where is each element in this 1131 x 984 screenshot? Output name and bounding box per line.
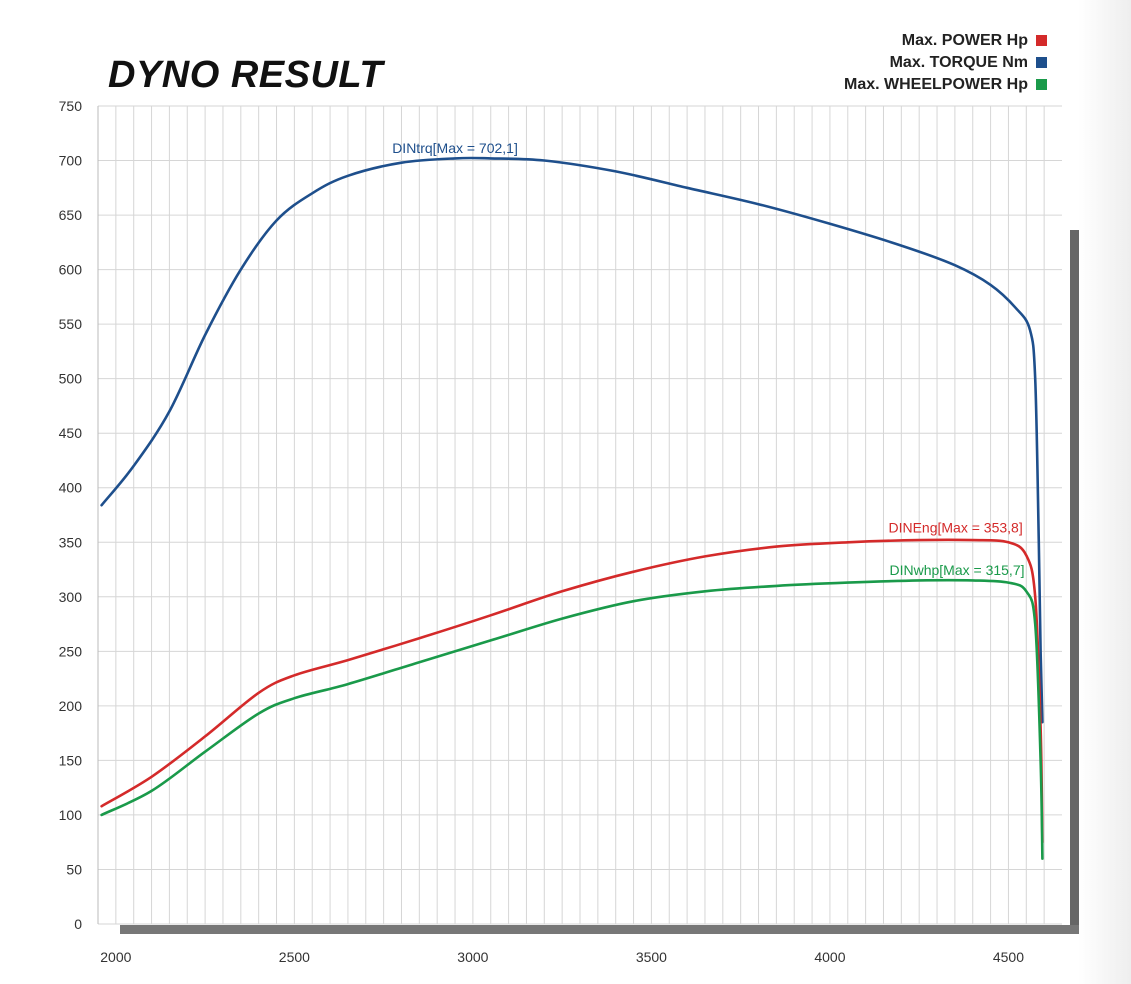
y-axis-ticks: 0 50 100 150 200 250 300 350 400 450 500 550 600 650 7…: [59, 98, 83, 932]
right-edge-shade: [1078, 0, 1131, 984]
annotation-wheelpower: DINwhp[Max = 315,7]: [889, 562, 1024, 578]
y-tick-label: 650: [59, 207, 83, 223]
legend: Max. POWER Hp Max. TORQUE Nm Max. WHEELP…: [844, 30, 1047, 96]
frame-bar-right: [1070, 230, 1079, 932]
x-tick-label: 2000: [100, 949, 131, 965]
y-tick-label: 100: [59, 807, 83, 823]
legend-item-power: Max. POWER Hp: [844, 30, 1047, 52]
legend-item-wheelpower: Max. WHEELPOWER Hp: [844, 74, 1047, 96]
legend-label-power: Max. POWER Hp: [901, 32, 1028, 49]
x-tick-label: 3000: [457, 949, 488, 965]
y-tick-label: 500: [59, 371, 83, 387]
y-tick-label: 0: [74, 916, 82, 932]
y-tick-label: 300: [59, 589, 83, 605]
x-tick-label: 4000: [814, 949, 845, 965]
annotation-torque: DINtrq[Max = 702,1]: [392, 140, 518, 156]
frame-bar-bottom: [120, 925, 1079, 934]
series-line-power: [100, 538, 1044, 844]
annotations: DINtrq[Max = 702,1] DINEng[Max = 353,8] DI…: [392, 140, 1024, 578]
x-tick-label: 4500: [993, 949, 1024, 965]
legend-swatch-power: [1036, 35, 1047, 46]
y-tick-label: 150: [59, 752, 83, 768]
x-tick-label: 3500: [636, 949, 667, 965]
y-tick-label: 250: [59, 643, 83, 659]
y-tick-label: 200: [59, 698, 83, 714]
x-axis-ticks: 2000 2500 3000 3500 4000 4500: [100, 949, 1024, 965]
legend-swatch-torque: [1036, 57, 1047, 68]
series-line-torque: [100, 156, 1044, 724]
y-tick-label: 550: [59, 316, 83, 332]
chart-title: DYNO RESULT: [108, 54, 384, 96]
axis-frame: [97, 106, 1079, 934]
x-tick-label: 2500: [279, 949, 310, 965]
legend-swatch-wheelpower: [1036, 79, 1047, 90]
y-tick-label: 750: [59, 98, 83, 114]
legend-label-wheelpower: Max. WHEELPOWER Hp: [843, 76, 1028, 93]
series-lines: [100, 156, 1044, 860]
legend-label-torque: Max. TORQUE Nm: [889, 54, 1028, 71]
y-tick-label: 350: [59, 534, 83, 550]
y-tick-label: 50: [66, 861, 82, 877]
y-tick-label: 700: [59, 153, 83, 169]
series-line-wheelpower: [100, 578, 1044, 860]
grid: [98, 105, 1062, 925]
y-tick-label: 600: [59, 262, 83, 278]
legend-item-torque: Max. TORQUE Nm: [844, 52, 1047, 74]
y-tick-label: 450: [59, 425, 83, 441]
annotation-power: DINEng[Max = 353,8]: [888, 519, 1022, 535]
y-tick-label: 400: [59, 480, 83, 496]
